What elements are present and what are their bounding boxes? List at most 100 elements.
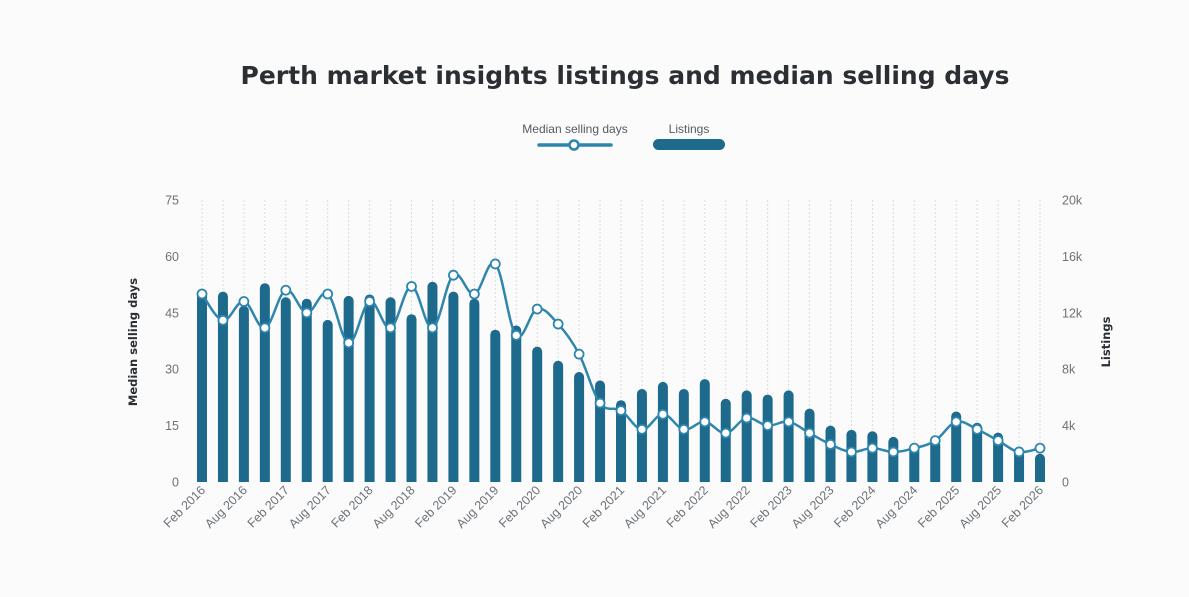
median-selling-days-point[interactable] — [343, 337, 355, 349]
median-selling-days-point[interactable] — [783, 416, 794, 428]
listings-bar[interactable] — [301, 298, 312, 482]
x-axis-tick-label: Aug 2025 — [956, 483, 1004, 531]
median-selling-days-point[interactable] — [594, 397, 606, 409]
right-axis-tick-label: 12k — [1062, 306, 1083, 320]
listings-bar[interactable] — [888, 436, 899, 482]
median-selling-days-point[interactable] — [971, 423, 983, 435]
median-selling-days-point[interactable] — [322, 288, 334, 300]
listings-bar[interactable] — [322, 319, 333, 482]
x-axis-tick-label: Feb 2023 — [747, 483, 794, 530]
legend-marker-swatch — [568, 139, 580, 151]
listings-bar[interactable] — [783, 390, 794, 482]
legend-label-listings: Listings — [669, 122, 710, 136]
median-selling-days-point[interactable] — [929, 435, 941, 447]
x-axis-tick-label: Feb 2025 — [915, 483, 962, 530]
listings-bar[interactable] — [490, 329, 501, 482]
median-selling-days-point[interactable] — [196, 288, 208, 300]
median-selling-days-point[interactable] — [741, 412, 753, 424]
median-selling-days-point[interactable] — [489, 258, 501, 270]
listings-bar[interactable] — [636, 388, 647, 482]
listings-bar[interactable] — [867, 431, 878, 482]
listings-bar[interactable] — [238, 305, 249, 482]
listings-bar[interactable] — [448, 291, 459, 482]
listings-bar[interactable] — [343, 295, 354, 482]
listings-bar[interactable] — [930, 439, 941, 482]
listings-bar[interactable] — [972, 422, 983, 482]
median-selling-days-point[interactable] — [992, 435, 1004, 447]
listings-bar[interactable] — [741, 390, 752, 482]
median-selling-days-point[interactable] — [657, 408, 669, 420]
median-selling-days-point[interactable] — [510, 329, 522, 341]
median-selling-days-point[interactable] — [636, 423, 648, 435]
median-selling-days-point[interactable] — [280, 284, 292, 296]
median-selling-days-point[interactable] — [447, 269, 459, 281]
listings-bar[interactable] — [909, 443, 920, 482]
median-selling-days-point[interactable] — [762, 420, 774, 432]
median-selling-days-point[interactable] — [846, 446, 857, 458]
median-selling-days-point[interactable] — [427, 322, 438, 334]
median-selling-days-point[interactable] — [385, 322, 396, 334]
median-selling-days-point[interactable] — [217, 314, 229, 326]
listings-bar[interactable] — [574, 372, 585, 482]
left-axis-title: Median selling days — [126, 278, 140, 406]
listings-bar[interactable] — [1035, 453, 1045, 482]
listings-bar[interactable] — [259, 283, 270, 482]
listings-bar[interactable] — [280, 297, 291, 482]
right-axis-ticks: 0 4k 8k 12k 16k 20k — [1062, 194, 1083, 490]
listings-bar[interactable] — [699, 379, 710, 482]
median-selling-days-point[interactable] — [1013, 446, 1025, 458]
median-selling-days-point[interactable] — [804, 427, 815, 439]
median-selling-days-point[interactable] — [887, 446, 899, 458]
listings-bar[interactable] — [804, 408, 815, 482]
listings-bar[interactable] — [406, 314, 417, 482]
listings-bar[interactable] — [657, 381, 668, 482]
median-selling-days-point[interactable] — [615, 405, 627, 416]
left-axis-tick-label: 60 — [165, 250, 179, 264]
x-axis-tick-label: Aug 2024 — [873, 483, 921, 531]
median-selling-days-point[interactable] — [908, 442, 920, 454]
median-selling-days-point[interactable] — [573, 348, 585, 360]
listings-bar[interactable] — [553, 360, 564, 482]
right-axis-tick-label: 20k — [1062, 194, 1083, 208]
left-axis-tick-label: 75 — [165, 194, 179, 208]
x-axis-tick-label: Aug 2021 — [621, 483, 669, 531]
listings-bar[interactable] — [678, 388, 689, 482]
listings-bar[interactable] — [197, 291, 207, 482]
x-axis-tick-label: Aug 2022 — [705, 483, 753, 531]
median-selling-days-point[interactable] — [552, 318, 564, 330]
listings-bar[interactable] — [616, 400, 626, 482]
listings-bar[interactable] — [364, 294, 375, 482]
median-selling-days-point[interactable] — [531, 303, 543, 315]
x-axis-tick-label: Feb 2021 — [580, 483, 627, 530]
median-selling-days-point[interactable] — [825, 438, 836, 450]
median-selling-days-point[interactable] — [1034, 442, 1046, 454]
listings-bar[interactable] — [217, 291, 228, 482]
listings-bar[interactable] — [951, 411, 962, 483]
legend-bar-swatch — [653, 139, 725, 150]
listings-bar[interactable] — [511, 325, 522, 482]
median-selling-days-point[interactable] — [678, 423, 690, 435]
median-selling-days-point[interactable] — [950, 416, 962, 428]
listings-bar[interactable] — [469, 298, 480, 482]
listings-bar[interactable] — [720, 398, 731, 482]
legend-item-median-selling-days[interactable]: Median selling days — [522, 122, 628, 151]
listings-bar[interactable] — [385, 297, 396, 482]
left-axis-tick-label: 0 — [172, 476, 179, 490]
median-selling-days-point[interactable] — [867, 442, 878, 454]
listings-bar[interactable] — [762, 394, 773, 482]
median-selling-days-point[interactable] — [301, 307, 313, 319]
median-selling-days-point[interactable] — [406, 281, 417, 292]
median-selling-days-point[interactable] — [720, 427, 732, 439]
left-axis-tick-label: 15 — [165, 419, 179, 433]
median-selling-days-point[interactable] — [238, 296, 250, 307]
median-selling-days-point[interactable] — [364, 296, 376, 307]
legend-item-listings[interactable]: Listings — [653, 122, 725, 150]
median-selling-days-point[interactable] — [699, 416, 711, 428]
listings-bar[interactable] — [427, 281, 438, 482]
median-selling-days-point[interactable] — [259, 322, 271, 334]
listings-bar[interactable] — [532, 346, 543, 482]
median-selling-days-point[interactable] — [468, 288, 480, 300]
x-axis-tick-label: Feb 2019 — [412, 483, 459, 530]
listings-bar[interactable] — [825, 425, 836, 482]
